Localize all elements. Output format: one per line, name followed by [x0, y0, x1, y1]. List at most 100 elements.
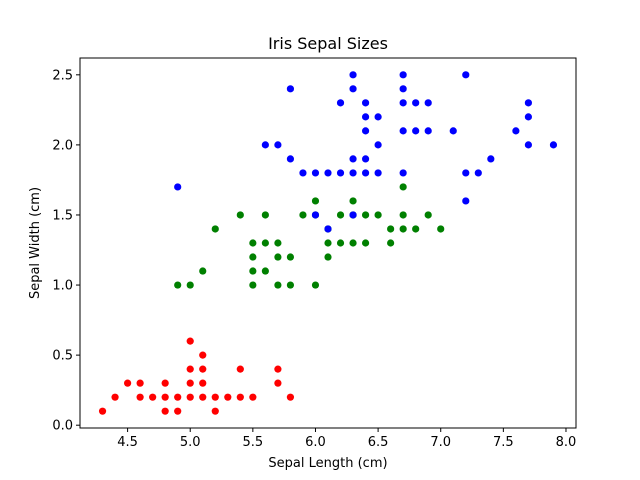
scatter-point: [286, 155, 295, 163]
scatter-point: [424, 211, 432, 219]
scatter-point: [412, 127, 420, 135]
scatter-point: [474, 169, 482, 177]
scatter-point: [211, 393, 219, 401]
x-tick-label: 8.0: [556, 435, 577, 450]
scatter-point: [161, 407, 169, 415]
scatter-point: [174, 393, 182, 401]
scatter-point: [349, 211, 357, 219]
scatter-point: [136, 379, 144, 387]
scatter-point: [349, 71, 357, 79]
scatter-point: [336, 99, 345, 107]
scatter-point: [186, 365, 194, 373]
scatter-point: [374, 113, 382, 121]
x-axis-label: Sepal Length (cm): [268, 456, 387, 471]
scatter-point: [174, 281, 182, 289]
y-tick-label: 2.0: [52, 138, 73, 153]
x-tick-label: 5.5: [243, 435, 264, 450]
scatter-point: [274, 379, 282, 387]
scatter-point: [274, 281, 282, 289]
scatter-point: [399, 85, 407, 93]
scatter-point: [136, 393, 144, 401]
scatter-point: [286, 281, 295, 289]
scatter-point: [249, 393, 257, 401]
scatter-point: [324, 225, 332, 233]
scatter-point: [361, 127, 370, 135]
axes-frame: [79, 57, 577, 429]
chart-title: Iris Sepal Sizes: [268, 34, 388, 53]
scatter-point: [324, 169, 332, 177]
scatter-point: [424, 127, 432, 135]
x-tick-label: 6.5: [368, 435, 389, 450]
scatter-point: [124, 379, 132, 387]
scatter-point: [211, 407, 219, 415]
y-tick-label: 1.5: [52, 208, 73, 223]
scatter-point: [249, 253, 257, 261]
scatter-point: [374, 211, 382, 219]
scatter-point: [199, 351, 207, 359]
scatter-point: [524, 141, 533, 149]
x-tick-label: 4.5: [117, 435, 138, 450]
y-tick-label: 1.0: [52, 279, 73, 294]
x-axis-ticks: 4.5 5.0 5.5 6.0 6.5 7.0 7.5 8.0: [117, 428, 576, 450]
scatter-point: [324, 239, 332, 247]
scatter-point: [387, 225, 395, 233]
scatter-point: [224, 393, 232, 401]
scatter-point: [374, 141, 382, 149]
scatter-point: [387, 239, 395, 247]
scatter-point: [399, 183, 407, 191]
x-tick-label: 7.5: [493, 435, 514, 450]
scatter-point: [186, 379, 194, 387]
scatter-point: [424, 99, 432, 107]
scatter-point: [211, 225, 219, 233]
y-tick-label: 0.5: [52, 349, 73, 364]
x-tick-label: 5.0: [180, 435, 201, 450]
scatter-point: [299, 169, 307, 177]
scatter-point: [462, 169, 470, 177]
scatter-point: [236, 211, 244, 219]
scatter-point: [274, 365, 282, 373]
scatter-point: [236, 393, 244, 401]
scatter-point: [286, 253, 295, 261]
scatter-point: [199, 365, 207, 373]
scatter-point: [174, 183, 182, 191]
scatter-point: [286, 393, 295, 401]
scatter-point: [399, 99, 407, 107]
scatter-point: [261, 267, 269, 275]
scatter-point: [261, 211, 269, 219]
scatter-point: [286, 85, 295, 93]
scatter-point: [311, 211, 320, 219]
scatter-point: [374, 169, 382, 177]
y-axis-label: Sepal Width (cm): [28, 187, 43, 299]
y-tick-label: 2.5: [52, 68, 73, 83]
scatter-point: [174, 407, 182, 415]
scatter-point: [311, 169, 320, 177]
scatter-point: [261, 239, 269, 247]
scatter-point: [349, 197, 357, 205]
scatter-point: [98, 407, 107, 415]
scatter-point: [111, 393, 119, 401]
y-tick-label: 0.0: [52, 419, 73, 434]
scatter-point: [299, 211, 307, 219]
scatter-point: [249, 281, 257, 289]
scatter-point: [249, 267, 257, 275]
x-tick-label: 7.0: [430, 435, 451, 450]
scatter-point: [524, 99, 533, 107]
scatter-point: [186, 337, 194, 345]
scatter-point: [462, 197, 470, 205]
scatter-point: [199, 267, 207, 275]
scatter-point: [361, 211, 370, 219]
scatter-point: [311, 197, 320, 205]
scatter-point: [512, 127, 520, 135]
y-axis-ticks: 0.0 0.5 1.0 1.5 2.0 2.5: [52, 68, 80, 434]
scatter-point: [399, 71, 407, 79]
scatter-point: [487, 155, 495, 163]
scatter-point: [186, 281, 194, 289]
scatter-point: [274, 141, 282, 149]
scatter-point: [186, 393, 194, 401]
scatter-point: [149, 393, 157, 401]
scatter-point: [236, 365, 244, 373]
scatter-point: [349, 239, 357, 247]
scatter-point: [412, 225, 420, 233]
scatter-point: [161, 393, 169, 401]
